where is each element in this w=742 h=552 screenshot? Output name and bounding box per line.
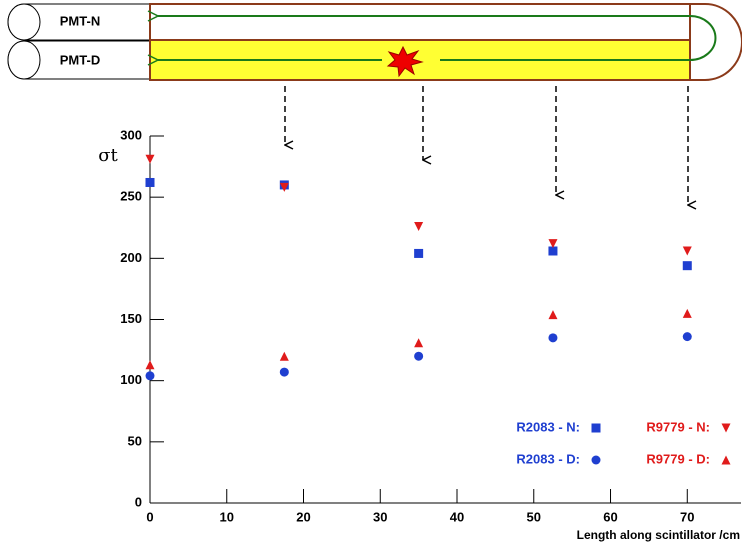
marker [682, 308, 692, 318]
legend-marker [591, 423, 601, 433]
marker [414, 222, 424, 232]
legend-marker [591, 455, 601, 465]
scintillator-n [149, 3, 691, 41]
x-tick-label: 20 [296, 509, 310, 524]
marker [279, 182, 289, 192]
legend-marker [721, 455, 731, 465]
legend-label: R2083 - D: [516, 451, 580, 466]
marker [548, 246, 558, 256]
x-tick-label: 0 [146, 509, 153, 524]
x-tick-label: 60 [603, 509, 617, 524]
marker [682, 261, 692, 271]
x-axis-label: Length along scintillator /cm [577, 528, 740, 542]
marker [145, 177, 155, 187]
marker [279, 351, 289, 361]
x-tick-label: 40 [450, 509, 464, 524]
marker [145, 154, 155, 164]
marker [548, 310, 558, 320]
marker [145, 360, 155, 370]
marker [682, 332, 692, 342]
y-tick-label: 0 [135, 494, 142, 509]
y-axis-label: σt [98, 145, 118, 166]
legend-label: R2083 - N: [516, 419, 580, 434]
y-tick-label: 200 [120, 250, 142, 265]
legend-label: R9779 - N: [646, 419, 710, 434]
marker [414, 338, 424, 348]
pmt-d-face [7, 40, 41, 80]
diagram: PMT-N PMT-D [7, 3, 742, 205]
marker [279, 367, 289, 377]
x-tick-label: 70 [680, 509, 694, 524]
marker [414, 248, 424, 258]
light-path [158, 16, 717, 61]
pmt-n-face [7, 3, 41, 41]
y-tick-label: 100 [120, 372, 142, 387]
x-tick-label: 30 [373, 509, 387, 524]
legend-label: R9779 - D: [646, 451, 710, 466]
marker [548, 239, 558, 249]
y-tick-label: 250 [120, 189, 142, 204]
x-tick-label: 10 [220, 509, 234, 524]
y-tick-label: 300 [120, 127, 142, 142]
x-tick-label: 50 [527, 509, 541, 524]
marker [548, 333, 558, 343]
marker [145, 371, 155, 381]
pmt-label: PMT-D [60, 52, 100, 67]
fiber-loop [690, 3, 742, 81]
marker [414, 351, 424, 361]
flash [386, 45, 424, 78]
y-tick-label: 150 [120, 311, 142, 326]
marker [682, 246, 692, 256]
legend-marker [721, 423, 731, 433]
y-tick-label: 50 [128, 433, 142, 448]
pmt-label: PMT-N [60, 13, 100, 28]
